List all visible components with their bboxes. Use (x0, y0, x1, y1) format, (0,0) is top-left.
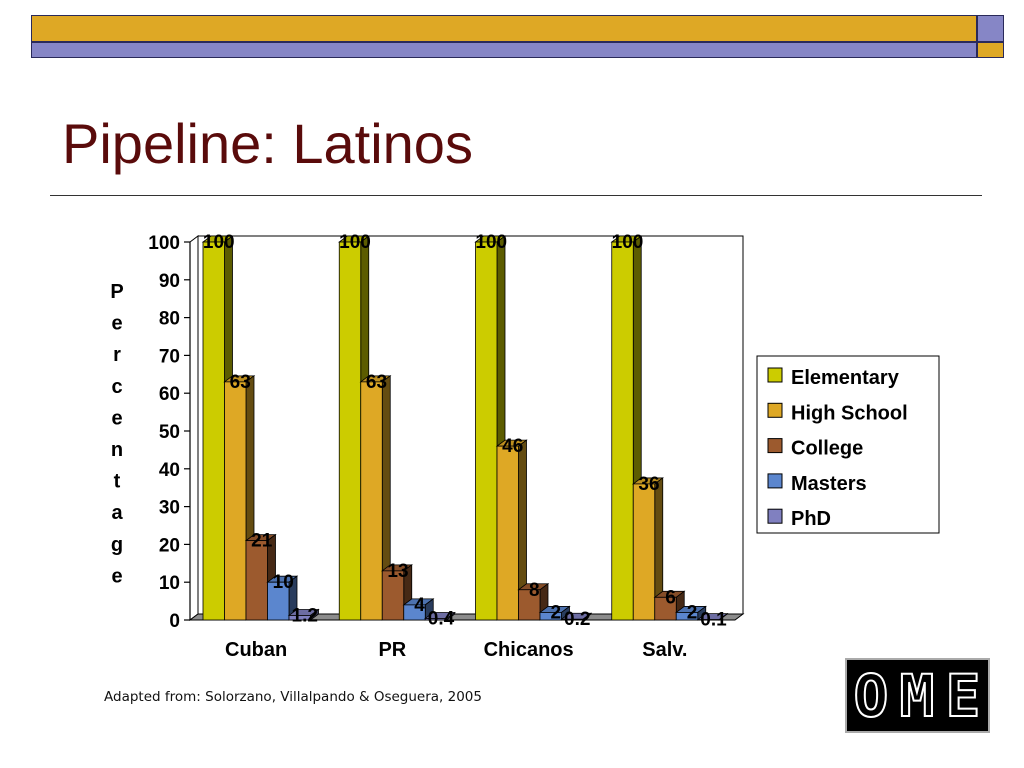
data-label-chicanos-high-school: 46 (502, 436, 523, 457)
y-tick-label: 80 (159, 309, 180, 330)
bar-salv-masters (675, 612, 699, 621)
bar-pr-phd (424, 618, 448, 621)
y-axis-label-letter: a (111, 502, 123, 524)
data-label-chicanos-masters: 2 (550, 602, 561, 623)
data-label-cuban-phd: 1.2 (292, 605, 318, 626)
logo-letter-m: M (899, 662, 936, 730)
logo-letter-o: O (853, 662, 890, 730)
bar-chicanos-phd (561, 618, 584, 621)
legend-swatch-elementary (767, 367, 783, 383)
data-label-pr-elementary: 100 (339, 232, 371, 253)
x-tick-label-chicanos: Chicanos (484, 639, 574, 661)
y-axis-label-letter: P (110, 281, 123, 303)
y-axis-label-letter: c (111, 376, 122, 398)
legend-label-phd: PhD (791, 508, 831, 530)
data-label-cuban-high-school: 63 (230, 372, 251, 393)
bar-salv-high-school (632, 483, 656, 621)
data-label-chicanos-phd: 0.2 (564, 609, 590, 630)
bar-cuban-high-school (224, 381, 247, 621)
ome-logo: O M E (845, 658, 990, 733)
bar-salv-elementary (611, 241, 634, 621)
bar-salv-phd (697, 619, 720, 621)
bar-chicanos-elementary (475, 241, 498, 621)
legend-swatch-high-school (767, 402, 783, 418)
bar-pr-high-school (360, 381, 383, 621)
x-tick-label-pr: PR (378, 639, 406, 661)
data-label-salv-college: 6 (665, 587, 676, 608)
chart-legend (756, 355, 940, 534)
y-tick-label: 100 (148, 233, 180, 254)
header-subbar (31, 42, 977, 58)
legend-swatch-college (767, 438, 783, 454)
data-label-pr-high-school: 63 (366, 372, 387, 393)
x-tick-label-cuban: Cuban (225, 639, 287, 661)
y-tick-label: 40 (159, 460, 180, 481)
bar-chicanos-college (518, 589, 541, 621)
y-axis-label-letter: e (111, 407, 122, 429)
y-axis-label-letter: r (113, 344, 121, 366)
data-label-cuban-elementary: 100 (203, 232, 235, 253)
data-label-salv-elementary: 100 (612, 232, 644, 253)
data-label-pr-masters: 4 (414, 595, 425, 616)
title-divider (50, 195, 982, 196)
data-label-chicanos-college: 8 (529, 580, 540, 601)
legend-swatch-phd (767, 508, 783, 524)
bar-cuban-college (245, 540, 268, 621)
legend-label-elementary: Elementary (791, 367, 900, 389)
bar-pr-elementary (338, 241, 362, 621)
y-tick-label: 0 (169, 611, 180, 632)
data-label-salv-high-school: 36 (638, 474, 659, 495)
bar-chicanos-high-school (496, 445, 519, 621)
header-bar (31, 15, 977, 42)
source-caption: Adapted from: Solorzano, Villalpando & O… (104, 689, 482, 705)
legend-label-high-school: High School (791, 402, 908, 424)
slide-title: Pipeline: Latinos (62, 112, 473, 175)
y-tick-label: 90 (159, 271, 180, 292)
y-tick-label: 70 (159, 346, 180, 367)
bar-pr-masters (403, 604, 426, 621)
data-label-salv-masters: 2 (687, 602, 698, 623)
y-axis-label-letter: e (111, 313, 122, 335)
legend-label-masters: Masters (791, 473, 867, 495)
bar-chicanos-masters (539, 612, 562, 621)
y-axis-label-letter: t (114, 471, 121, 493)
legend-label-college: College (791, 438, 863, 460)
y-tick-label: 10 (159, 573, 180, 594)
bar-cuban-phd (288, 615, 311, 621)
plot-side-wall (189, 235, 199, 621)
data-label-cuban-masters: 10 (273, 572, 294, 593)
bar-cuban-masters (267, 581, 290, 621)
logo-letter-e: E (945, 662, 982, 730)
header-bar-square (977, 15, 1004, 42)
y-tick-label: 30 (159, 498, 180, 519)
y-tick-label: 50 (159, 422, 180, 443)
data-label-chicanos-elementary: 100 (475, 232, 507, 253)
y-tick-label: 60 (159, 384, 180, 405)
data-label-cuban-college: 21 (251, 531, 273, 552)
header-subbar-square (977, 42, 1004, 58)
x-tick-label-salv: Salv. (642, 639, 687, 661)
y-axis-label-letter: g (111, 534, 123, 556)
legend-swatch-masters (767, 473, 783, 489)
data-label-salv-phd: 0.1 (700, 610, 727, 631)
data-label-pr-college: 13 (387, 561, 408, 582)
y-axis-label-letter: e (111, 565, 122, 587)
y-tick-label: 20 (159, 535, 180, 556)
y-axis-label-letter: n (111, 439, 123, 461)
bar-salv-college (654, 596, 677, 621)
data-label-pr-phd: 0.4 (428, 608, 455, 629)
bar-pr-college (381, 570, 405, 621)
bar-cuban-elementary (202, 241, 225, 621)
